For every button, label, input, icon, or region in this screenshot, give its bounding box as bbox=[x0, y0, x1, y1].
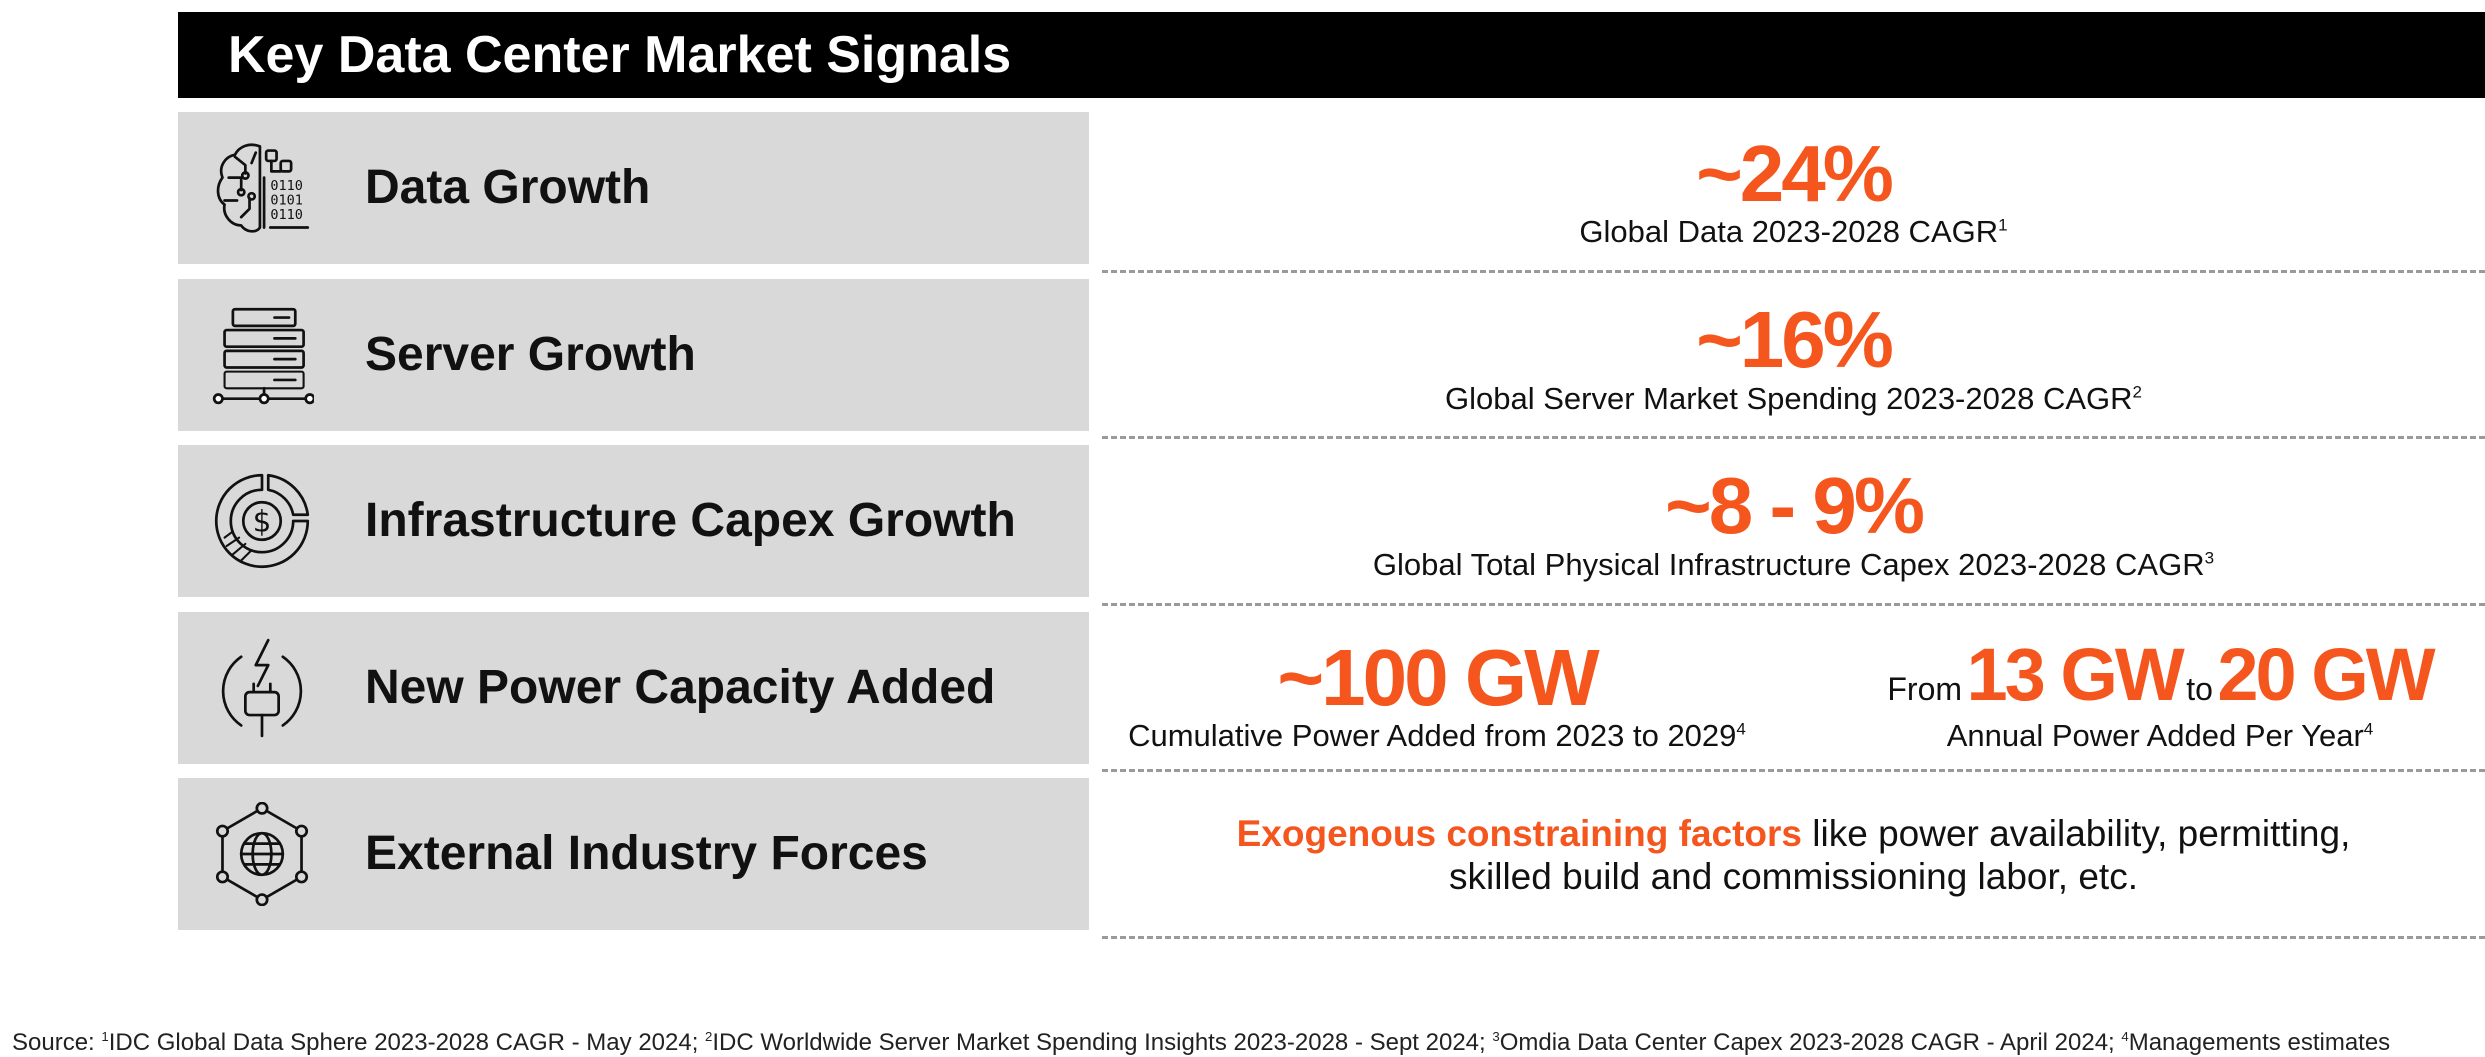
title-banner: Key Data Center Market Signals bbox=[178, 12, 2485, 98]
row-label-text: Data Growth bbox=[365, 161, 651, 214]
row-label-text: New Power Capacity Added bbox=[365, 661, 996, 714]
row-label-external-forces: External Industry Forces bbox=[178, 778, 1089, 930]
row-label-data-growth: 0110 0101 0110 Data Growth bbox=[178, 112, 1089, 264]
footnote-ref: 4 bbox=[1736, 719, 1746, 739]
brain-binary-icon: 0110 0101 0110 bbox=[210, 136, 314, 240]
row-label-power-capacity: New Power Capacity Added bbox=[178, 612, 1089, 764]
annual-power-range: From 13 GW to 20 GW bbox=[1840, 632, 2480, 717]
footnote-ref: 4 bbox=[2363, 719, 2374, 739]
row-divider bbox=[1102, 436, 2485, 439]
forces-highlight: Exogenous constraining factors bbox=[1236, 813, 1802, 854]
server-network-icon bbox=[210, 303, 314, 407]
row-divider bbox=[1102, 769, 2485, 772]
annual-power-caption: Annual Power Added Per Year4 bbox=[1946, 718, 2374, 753]
range-low-value: 13 GW bbox=[1966, 633, 2184, 716]
svg-text:$: $ bbox=[253, 504, 272, 538]
row-label-text: External Industry Forces bbox=[365, 827, 928, 880]
data-growth-value: ~24% bbox=[1696, 129, 1894, 218]
row-label-server-growth: Server Growth bbox=[178, 279, 1089, 431]
svg-text:0101: 0101 bbox=[270, 193, 303, 209]
svg-text:0110: 0110 bbox=[270, 207, 303, 223]
page-title: Key Data Center Market Signals bbox=[228, 26, 1012, 84]
globe-network-icon bbox=[210, 802, 314, 906]
range-high-value: 20 GW bbox=[2217, 633, 2435, 716]
row-label-text: Server Growth bbox=[365, 328, 696, 381]
cumulative-power-caption: Cumulative Power Added from 2023 to 2029… bbox=[1128, 718, 1746, 753]
forces-text-line-1: like power availability, permitting, bbox=[1802, 813, 2351, 854]
row-divider bbox=[1102, 270, 2485, 273]
row-divider bbox=[1102, 603, 2485, 606]
source-footnote: Source: 1IDC Global Data Sphere 2023-202… bbox=[12, 1029, 2391, 1056]
svg-text:0110: 0110 bbox=[270, 178, 303, 194]
external-forces-text: Exogenous constraining factors like powe… bbox=[1102, 812, 2485, 898]
power-plug-icon bbox=[210, 636, 314, 740]
row-label-text: Infrastructure Capex Growth bbox=[365, 494, 1016, 547]
row-label-infrastructure-capex: $ Infrastructure Capex Growth bbox=[178, 445, 1089, 597]
cumulative-power-value: ~100 GW bbox=[1277, 633, 1599, 722]
capex-growth-value: ~8 - 9% bbox=[1665, 461, 1925, 550]
server-growth-value: ~16% bbox=[1696, 295, 1894, 384]
capex-growth-caption: Global Total Physical Infrastructure Cap… bbox=[1372, 547, 2215, 582]
forces-text-line-2: skilled build and commissioning labor, e… bbox=[1449, 856, 2138, 897]
footnote-ref: 1 bbox=[1998, 215, 2008, 235]
dollar-chart-icon: $ bbox=[210, 469, 314, 573]
server-growth-caption: Global Server Market Spending 2023-2028 … bbox=[1444, 381, 2143, 416]
footnote-ref: 2 bbox=[2132, 382, 2143, 402]
footnote-ref: 3 bbox=[2204, 548, 2215, 568]
range-to-label: to bbox=[2186, 671, 2213, 707]
range-from-label: From bbox=[1887, 671, 1963, 707]
row-divider bbox=[1102, 936, 2485, 939]
data-growth-caption: Global Data 2023-2028 CAGR1 bbox=[1579, 214, 2008, 249]
